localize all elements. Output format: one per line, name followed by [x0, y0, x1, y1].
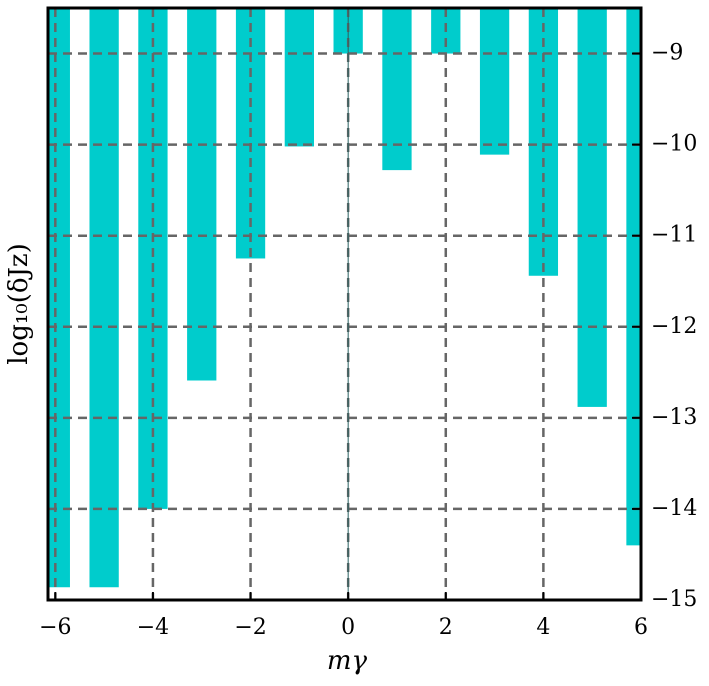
x-tick-label: 4	[536, 615, 550, 640]
x-tick-label: −4	[137, 615, 169, 640]
x-tick-label: 6	[634, 615, 648, 640]
bar	[284, 8, 314, 147]
y-tick-label: −9	[651, 41, 683, 66]
bar	[479, 8, 510, 155]
bar	[577, 8, 607, 407]
x-tick-label: 2	[439, 615, 453, 640]
x-tick-label: −2	[234, 615, 266, 640]
x-axis-label: mγ	[327, 646, 368, 676]
y-tick-label: −15	[651, 587, 697, 612]
y-tick-label: −14	[651, 496, 697, 521]
bar	[89, 8, 119, 588]
bar	[382, 8, 412, 171]
y-tick-label: −12	[651, 314, 697, 339]
y-tick-label: −11	[651, 223, 697, 248]
plot-area	[48, 8, 641, 600]
x-tick-label: −6	[39, 615, 71, 640]
bar	[187, 8, 217, 381]
bar	[626, 8, 641, 546]
x-tick-label: 0	[341, 615, 355, 640]
bar	[48, 8, 70, 588]
plot-frame	[46, 6, 643, 602]
y-tick-label: −10	[651, 132, 697, 157]
y-tick-label: −13	[651, 405, 697, 430]
y-axis-label: log₁₀(δJz)	[4, 243, 34, 365]
